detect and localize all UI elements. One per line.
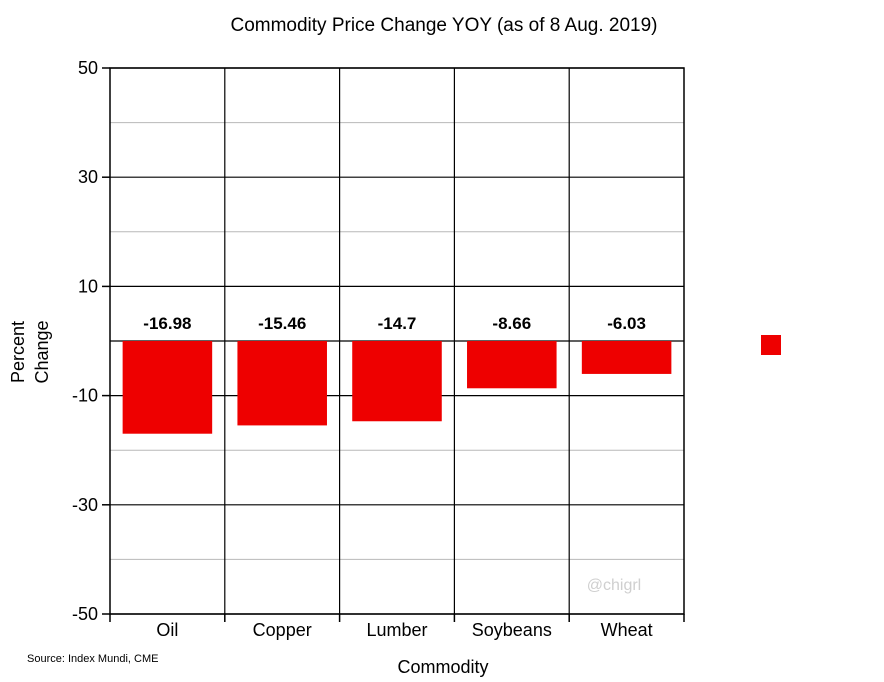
data-label: -6.03 bbox=[607, 314, 646, 333]
bar-copper bbox=[237, 341, 327, 426]
data-labels: -16.98 -15.46 -14.7 -8.66 -6.03 bbox=[143, 314, 646, 333]
y-tick-label: -10 bbox=[72, 386, 98, 406]
x-tick-label: Lumber bbox=[366, 620, 427, 640]
bar-oil bbox=[122, 341, 213, 434]
bars bbox=[122, 341, 672, 434]
x-tick-label: Wheat bbox=[601, 620, 653, 640]
legend-swatch bbox=[761, 335, 781, 355]
y-axis-ticks: 50 30 10 -10 -30 -50 bbox=[72, 58, 110, 624]
bar-soybeans bbox=[467, 341, 557, 389]
y-axis-label-line-2: Change bbox=[32, 320, 52, 383]
y-tick-label: -50 bbox=[72, 604, 98, 624]
y-tick-label: 30 bbox=[78, 167, 98, 187]
x-axis-ticks: Oil Copper Lumber Soybeans Wheat bbox=[109, 614, 685, 640]
y-tick-label: 10 bbox=[78, 276, 98, 296]
x-axis-label: Commodity bbox=[397, 657, 488, 677]
bar-wheat bbox=[581, 341, 672, 374]
data-label: -15.46 bbox=[258, 314, 306, 333]
bar-lumber bbox=[352, 341, 442, 422]
data-label: -14.7 bbox=[378, 314, 417, 333]
y-tick-label: 50 bbox=[78, 58, 98, 78]
source-note: Source: Index Mundi, CME bbox=[27, 653, 158, 665]
plot-frame bbox=[109, 67, 685, 615]
x-tick-label: Oil bbox=[156, 620, 178, 640]
data-label: -8.66 bbox=[492, 314, 531, 333]
x-tick-label: Copper bbox=[253, 620, 312, 640]
plot-border bbox=[109, 67, 685, 615]
chart-title: Commodity Price Change YOY (as of 8 Aug.… bbox=[230, 15, 657, 36]
watermark: @chigrl bbox=[587, 577, 641, 594]
data-label: -16.98 bbox=[143, 314, 191, 333]
x-tick-label: Soybeans bbox=[472, 620, 552, 640]
y-axis-label-line-1: Percent bbox=[8, 321, 28, 383]
y-tick-label: -30 bbox=[72, 495, 98, 515]
